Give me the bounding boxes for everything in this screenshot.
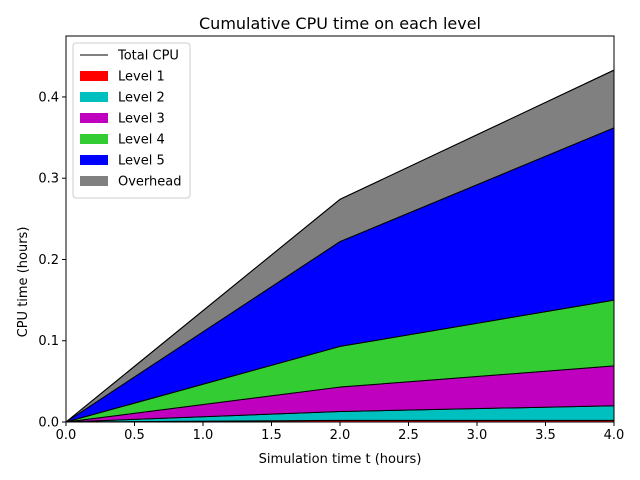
legend-label-level-5: Level 5 [118, 154, 165, 169]
x-tick-label: 3.5 [535, 428, 556, 443]
chart-title: Cumulative CPU time on each level [199, 14, 481, 33]
legend-label-level-4: Level 4 [118, 133, 165, 148]
x-tick-label: 1.0 [193, 428, 214, 443]
x-tick-label: 1.5 [261, 428, 282, 443]
y-tick-label: 0.2 [38, 253, 59, 268]
x-tick-label: 2.0 [330, 428, 351, 443]
x-tick-label: 2.5 [398, 428, 419, 443]
legend-swatch-level-4 [80, 134, 108, 144]
legend: Total CPU Level 1 Level 2 Level 3 Level 4 Lev… [72, 42, 191, 199]
legend-label-level-2: Level 2 [118, 91, 165, 106]
area-layers [65, 69, 615, 423]
x-tick-label: 0.5 [124, 428, 145, 443]
legend-swatch-level-3 [80, 113, 108, 123]
legend-label-level-1: Level 1 [118, 70, 165, 85]
total-cpu-line [65, 69, 615, 423]
legend-swatch-level-5 [80, 155, 108, 165]
axes: 0.0 0.5 1.0 1.5 2.0 2.5 3.0 3.5 4.0 0.0 0.1 0.2 0.3 0… [38, 35, 625, 443]
legend-label-overhead: Overhead [118, 175, 182, 190]
legend-swatch-level-2 [80, 92, 108, 102]
y-tick-label: 0.4 [38, 90, 59, 105]
legend-swatch-overhead [80, 176, 108, 186]
x-tick-label: 0.0 [56, 428, 77, 443]
y-tick-label: 0.0 [38, 416, 59, 431]
legend-swatch-level-1 [80, 71, 108, 81]
legend-label-level-3: Level 3 [118, 112, 165, 127]
x-axis-label: Simulation time t (hours) [259, 452, 422, 467]
y-tick-label: 0.3 [38, 172, 59, 187]
y-tick-label: 0.1 [38, 334, 59, 349]
x-tick-label: 4.0 [604, 428, 625, 443]
x-tick-label: 3.0 [467, 428, 488, 443]
legend-label-total-cpu: Total CPU [117, 49, 179, 64]
y-axis-label: CPU time (hours) [16, 227, 31, 338]
